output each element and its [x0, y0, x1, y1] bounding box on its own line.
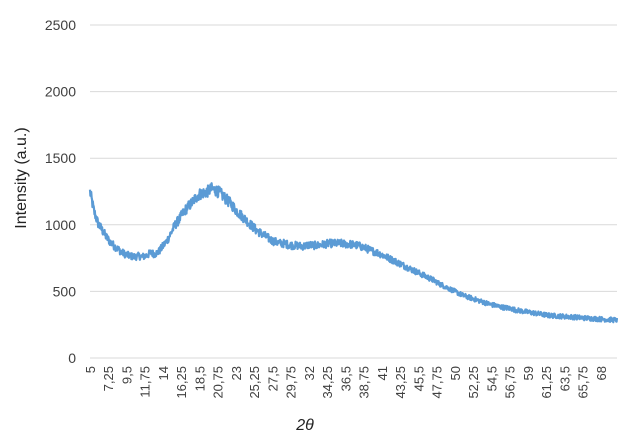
x-tick-label: 59	[521, 366, 536, 380]
x-tick-label: 43,25	[393, 366, 408, 399]
x-tick-label: 11,75	[138, 366, 153, 398]
x-tick-label: 23	[229, 366, 244, 380]
x-axis-ticks: 5 7,25 9,5 11,75 14 16,25 18,5 20,75 23 25,25 27,5…	[83, 366, 609, 399]
x-tick-label: 34,25	[320, 366, 335, 399]
x-tick-label: 29,75	[284, 366, 299, 399]
x-tick-label: 9,5	[119, 366, 134, 384]
x-tick-label: 36,5	[338, 366, 353, 391]
x-tick-label: 27,5	[265, 366, 280, 391]
y-tick-label: 0	[68, 350, 76, 366]
y-axis-title: Intensity (a.u.)	[13, 127, 30, 228]
x-tick-label: 65,75	[576, 366, 591, 399]
intensity-series-line	[88, 182, 618, 324]
x-tick-label: 56,75	[503, 366, 518, 399]
x-tick-label: 61,25	[539, 366, 554, 399]
x-tick-label: 5	[83, 366, 98, 373]
y-tick-label: 1500	[45, 150, 76, 166]
y-tick-label: 2000	[45, 84, 76, 100]
x-tick-label: 16,25	[174, 366, 189, 399]
x-tick-label: 38,75	[357, 366, 372, 399]
x-tick-label: 18,5	[192, 366, 207, 391]
plot-area	[88, 182, 618, 324]
x-tick-label: 25,25	[247, 366, 262, 399]
x-tick-label: 47,75	[430, 366, 445, 399]
x-tick-label: 41	[375, 366, 390, 380]
y-axis-ticks: 0 500 1000 1500 2000 2500	[45, 17, 76, 366]
x-tick-label: 50	[448, 366, 463, 380]
x-tick-label: 68	[594, 366, 609, 380]
x-tick-label: 7,25	[101, 366, 116, 391]
x-tick-label: 54,5	[484, 366, 499, 391]
x-tick-label: 20,75	[211, 366, 226, 399]
y-tick-label: 1000	[45, 217, 76, 233]
x-tick-label: 63,5	[557, 366, 572, 391]
gridlines	[90, 24, 617, 359]
x-tick-label: 45,5	[411, 366, 426, 391]
x-tick-label: 52,25	[466, 366, 481, 399]
y-tick-label: 500	[53, 283, 77, 299]
x-tick-label: 32	[302, 366, 317, 380]
x-tick-label: 14	[156, 366, 171, 380]
x-axis-title: 2θ	[295, 417, 314, 434]
y-tick-label: 2500	[45, 17, 76, 33]
